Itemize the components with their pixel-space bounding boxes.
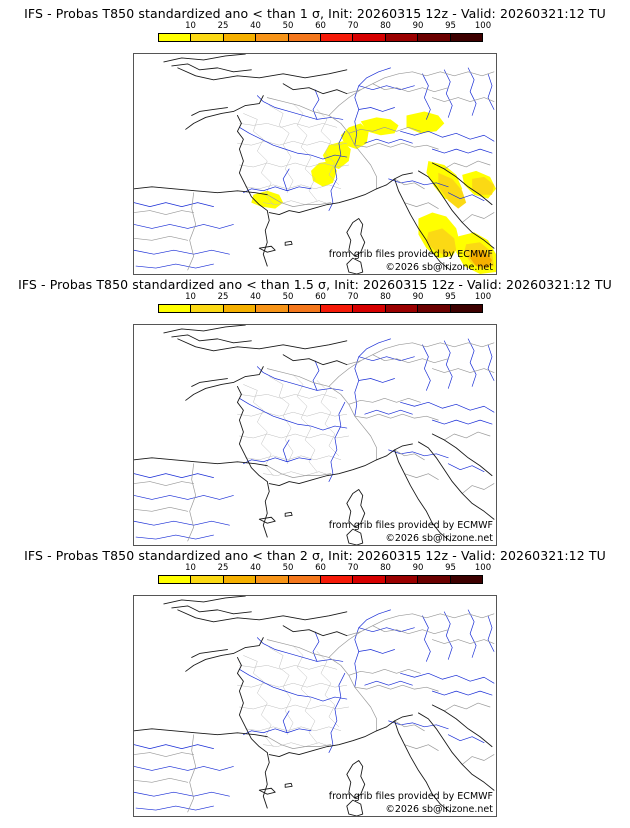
colorbar-segment (418, 576, 451, 583)
ecmwf-credit: from grib files provided by ECMWF (328, 791, 493, 802)
colorbar-segment (191, 34, 224, 41)
forecast-map[interactable]: from grib files provided by ECMWF ©2026 … (133, 595, 497, 817)
colorbar-segment (159, 305, 192, 312)
admin-subdivisions (237, 103, 350, 205)
colorbar-segment (191, 576, 224, 583)
colorbar-segment (288, 34, 322, 41)
forecast-panel-1: IFS - Probas T850 standardized ano < tha… (0, 6, 630, 278)
colorbar-tick-label: 90 (412, 563, 424, 573)
colorbar-ticks: 10 25 40 50 60 70 80 90 95 100 (158, 292, 491, 304)
colorbar-segment (256, 305, 289, 312)
colorbar-tick-label: 100 (474, 21, 492, 31)
colorbar-tick-label: 70 (347, 21, 359, 31)
coastlines (134, 325, 495, 545)
map-canvas (134, 596, 495, 816)
colorbar-tick-label: 70 (347, 292, 359, 302)
colorbar-segment (223, 34, 257, 41)
colorbar-tick-label: 95 (445, 21, 456, 31)
colorbar-segment (288, 305, 322, 312)
colorbar-tick-label: 95 (445, 563, 456, 573)
colorbar-tick-label: 50 (282, 292, 294, 302)
colorbar-tick-label: 25 (217, 292, 229, 302)
colorbar-ticks: 10 25 40 50 60 70 80 90 95 100 (158, 21, 491, 33)
admin-subdivisions (237, 374, 350, 476)
colorbar-segment (256, 34, 289, 41)
colorbar-segment (321, 34, 354, 41)
colorbar-segment (450, 34, 483, 41)
map-canvas (134, 54, 496, 274)
colorbar-tick-label: 95 (445, 292, 456, 302)
colorbar-tick-label: 40 (250, 21, 261, 31)
colorbar-tick-label: 40 (250, 563, 261, 573)
colorbar-gradient (158, 304, 483, 313)
panel-title: IFS - Probas T850 standardized ano < tha… (24, 548, 606, 563)
colorbar-tick-label: 10 (185, 21, 196, 31)
copyright-credit: ©2026 sb@irizone.net (385, 804, 493, 815)
rivers (134, 338, 495, 540)
forecast-panel-3: IFS - Probas T850 standardized ano < tha… (0, 548, 630, 820)
country-borders (134, 71, 495, 271)
colorbar-segment (321, 305, 354, 312)
colorbar-tick-label: 80 (380, 563, 391, 573)
coastlines (134, 596, 495, 816)
colorbar-tick-label: 100 (474, 563, 492, 573)
colorbar-segment (385, 305, 419, 312)
copyright-credit: ©2026 sb@irizone.net (385, 533, 493, 544)
panel-title: IFS - Probas T850 standardized ano < tha… (24, 6, 606, 21)
colorbar-tick-label: 60 (315, 563, 326, 573)
colorbar: 10 25 40 50 60 70 80 90 95 100 (158, 292, 491, 315)
colorbar-segment (321, 576, 354, 583)
forecast-map[interactable]: from grib files provided by ECMWF ©2026 … (133, 324, 497, 546)
colorbar-gradient (158, 33, 483, 42)
colorbar-segment (159, 34, 192, 41)
colorbar-tick-label: 40 (250, 292, 261, 302)
country-borders (134, 613, 495, 813)
copyright-credit: ©2026 sb@irizone.net (385, 262, 493, 273)
colorbar-segment (418, 34, 451, 41)
colorbar-segment (288, 576, 322, 583)
colorbar: 10 25 40 50 60 70 80 90 95 100 (158, 563, 491, 586)
colorbar-segment (191, 305, 224, 312)
colorbar: 10 25 40 50 60 70 80 90 95 100 (158, 21, 491, 44)
colorbar-segment (353, 305, 386, 312)
colorbar-segment (159, 576, 192, 583)
forecast-map[interactable]: from grib files provided by ECMWF ©2026 … (133, 53, 497, 275)
colorbar-segment (353, 34, 386, 41)
colorbar-segment (450, 576, 483, 583)
colorbar-tick-label: 25 (217, 21, 229, 31)
ecmwf-credit: from grib files provided by ECMWF (328, 249, 493, 260)
colorbar-gradient (158, 575, 483, 584)
colorbar-tick-label: 100 (474, 292, 492, 302)
colorbar-segment (256, 576, 289, 583)
colorbar-segment (223, 576, 257, 583)
colorbar-tick-label: 60 (315, 292, 326, 302)
colorbar-segment (450, 305, 483, 312)
coastlines (134, 54, 495, 274)
colorbar-segment (385, 34, 419, 41)
colorbar-segment (353, 576, 386, 583)
colorbar-segment (385, 576, 419, 583)
rivers (134, 609, 495, 811)
country-borders (134, 342, 495, 542)
colorbar-segment (223, 305, 257, 312)
rivers (134, 67, 495, 269)
colorbar-tick-label: 80 (380, 292, 391, 302)
colorbar-segment (418, 305, 451, 312)
colorbar-tick-label: 90 (412, 21, 424, 31)
colorbar-tick-label: 80 (380, 21, 391, 31)
colorbar-tick-label: 50 (282, 21, 294, 31)
forecast-panel-2: IFS - Probas T850 standardized ano < tha… (0, 277, 630, 549)
map-canvas (134, 325, 495, 545)
colorbar-tick-label: 70 (347, 563, 359, 573)
colorbar-tick-label: 90 (412, 292, 424, 302)
colorbar-tick-label: 50 (282, 563, 294, 573)
colorbar-tick-label: 60 (315, 21, 326, 31)
panel-title: IFS - Probas T850 standardized ano < tha… (18, 277, 612, 292)
colorbar-ticks: 10 25 40 50 60 70 80 90 95 100 (158, 563, 491, 575)
ecmwf-credit: from grib files provided by ECMWF (328, 520, 493, 531)
colorbar-tick-label: 10 (185, 292, 196, 302)
colorbar-tick-label: 10 (185, 563, 196, 573)
colorbar-tick-label: 25 (217, 563, 229, 573)
